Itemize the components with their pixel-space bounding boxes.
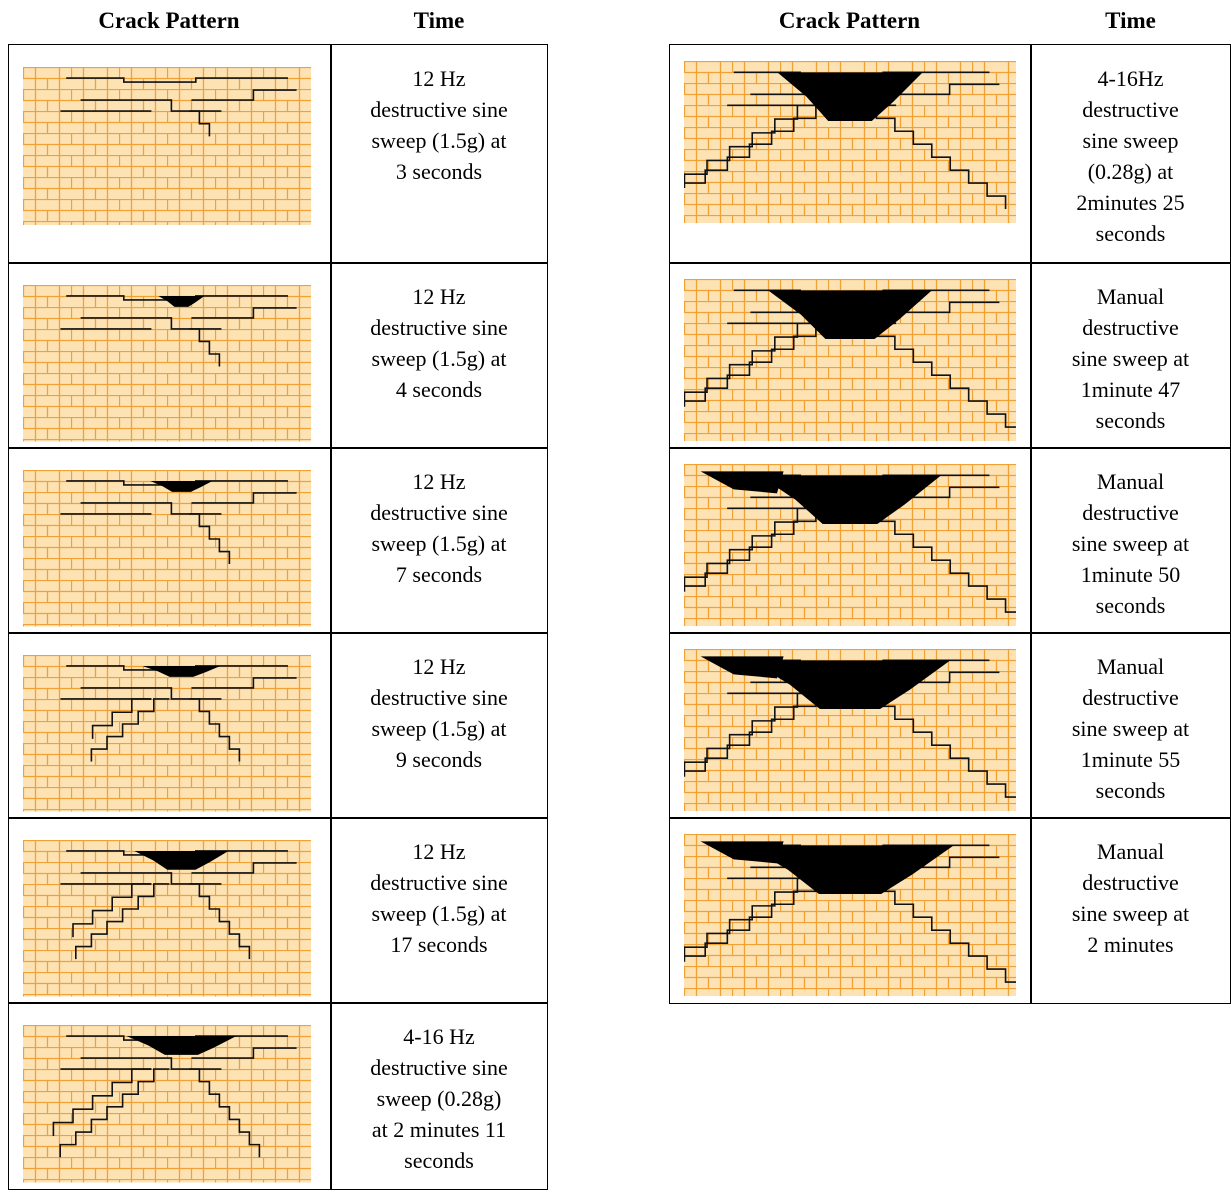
crack-pattern-image [684,279,1016,441]
time-text: sine sweep [1031,125,1230,156]
image-cell [8,262,332,449]
time-text: 2minutes 25 [1031,187,1230,218]
time-text: destructive sine [331,94,547,125]
time-text: destructive [1031,497,1230,528]
time-text: destructive [1031,312,1230,343]
image-cell [669,632,1032,819]
column-header: Crack Pattern [669,8,1030,34]
time-cell: 12 Hzdestructive sinesweep (1.5g) at17 s… [330,817,548,1004]
time-text: 3 seconds [331,156,547,187]
time-text: 4-16Hz [1031,63,1230,94]
crack-pattern-image [23,655,311,812]
crack-pattern-image [684,61,1016,223]
time-cell: 12 Hzdestructive sinesweep (1.5g) at9 se… [330,632,548,819]
time-text: Manual [1031,651,1230,682]
time-text: 12 Hz [331,63,547,94]
time-text: seconds [331,1145,547,1176]
time-text: at 2 minutes 11 [331,1114,547,1145]
time-text: 12 Hz [331,466,547,497]
time-text: Manual [1031,836,1230,867]
time-text: sweep (1.5g) at [331,898,547,929]
time-text: seconds [1031,775,1230,806]
image-cell [8,817,332,1004]
time-text: 2 minutes [1031,929,1230,960]
time-text: sine sweep at [1031,898,1230,929]
crack-pattern-image [23,1025,311,1183]
time-text: 7 seconds [331,559,547,590]
time-text: destructive sine [331,682,547,713]
time-text: seconds [1031,590,1230,621]
crack-pattern-image [23,67,311,225]
time-text: Manual [1031,281,1230,312]
time-text: seconds [1031,405,1230,436]
column-header: Time [1030,8,1231,34]
time-text: 12 Hz [331,281,547,312]
time-text: 4-16 Hz [331,1021,547,1052]
time-text: 9 seconds [331,744,547,775]
time-text: destructive sine [331,867,547,898]
time-text: sine sweep at [1031,343,1230,374]
time-text: destructive sine [331,312,547,343]
time-text: destructive [1031,682,1230,713]
time-text: 4 seconds [331,374,547,405]
image-cell [8,44,332,264]
time-text: sweep (0.28g) [331,1083,547,1114]
image-cell [669,44,1032,264]
time-cell: Manualdestructivesine sweep at1minute 47… [1030,262,1231,449]
time-text: destructive sine [331,1052,547,1083]
time-text: destructive [1031,867,1230,898]
time-text: sine sweep at [1031,528,1230,559]
column-header: Crack Pattern [8,8,330,34]
time-text: 1minute 47 [1031,374,1230,405]
crack-pattern-image [23,840,311,997]
time-text: (0.28g) at [1031,156,1230,187]
time-cell: Manualdestructivesine sweep at1minute 55… [1030,632,1231,819]
time-text: 12 Hz [331,836,547,867]
time-text: 17 seconds [331,929,547,960]
time-cell: 4-16 Hzdestructive sinesweep (0.28g)at 2… [330,1002,548,1190]
image-cell [8,632,332,819]
time-text: 1minute 55 [1031,744,1230,775]
time-text: 1minute 50 [1031,559,1230,590]
time-text: Manual [1031,466,1230,497]
page: {"left": {"headers": ["Crack Pattern", "… [0,0,1231,1198]
crack-pattern-image [23,470,311,627]
time-text: 12 Hz [331,651,547,682]
image-cell [669,817,1032,1004]
time-text: seconds [1031,218,1230,249]
time-text: destructive sine [331,497,547,528]
crack-pattern-image [684,834,1016,996]
column-header: Time [330,8,548,34]
crack-pattern-image [684,464,1016,626]
time-text: destructive [1031,94,1230,125]
time-cell: 12 Hzdestructive sinesweep (1.5g) at4 se… [330,262,548,449]
time-text: sweep (1.5g) at [331,125,547,156]
image-cell [8,1002,332,1190]
image-cell [669,262,1032,449]
crack-pattern-image [23,285,311,442]
image-cell [8,447,332,634]
time-text: sine sweep at [1031,713,1230,744]
crack-pattern-image [684,649,1016,811]
time-text: sweep (1.5g) at [331,713,547,744]
time-text: sweep (1.5g) at [331,343,547,374]
time-text: sweep (1.5g) at [331,528,547,559]
image-cell [669,447,1032,634]
